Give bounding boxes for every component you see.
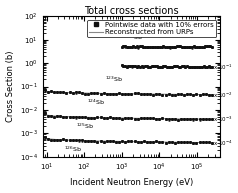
Text: x 10$^{-2}$: x 10$^{-2}$ [213,91,233,100]
Text: $^{121}$Sb: $^{121}$Sb [125,33,143,42]
Text: $^{123}$Sb: $^{123}$Sb [105,74,123,84]
Text: x 10$^{-4}$: x 10$^{-4}$ [213,139,233,148]
Text: $^{126}$Sb: $^{126}$Sb [64,145,83,154]
Text: x 10$^{-3}$: x 10$^{-3}$ [213,115,233,124]
Text: $^{125}$Sb: $^{125}$Sb [76,121,94,131]
Text: $^{124}$Sb: $^{124}$Sb [87,98,105,107]
Y-axis label: Cross Section (b): Cross Section (b) [5,51,15,122]
Legend: Pointwise data with 10% errors, Reconstructed from URPs: Pointwise data with 10% errors, Reconstr… [87,20,216,37]
Text: x 10$^{-1}$: x 10$^{-1}$ [213,63,233,72]
Title: Total cross sections: Total cross sections [84,6,178,16]
X-axis label: Incident Neutron Energy (eV): Incident Neutron Energy (eV) [70,179,193,187]
